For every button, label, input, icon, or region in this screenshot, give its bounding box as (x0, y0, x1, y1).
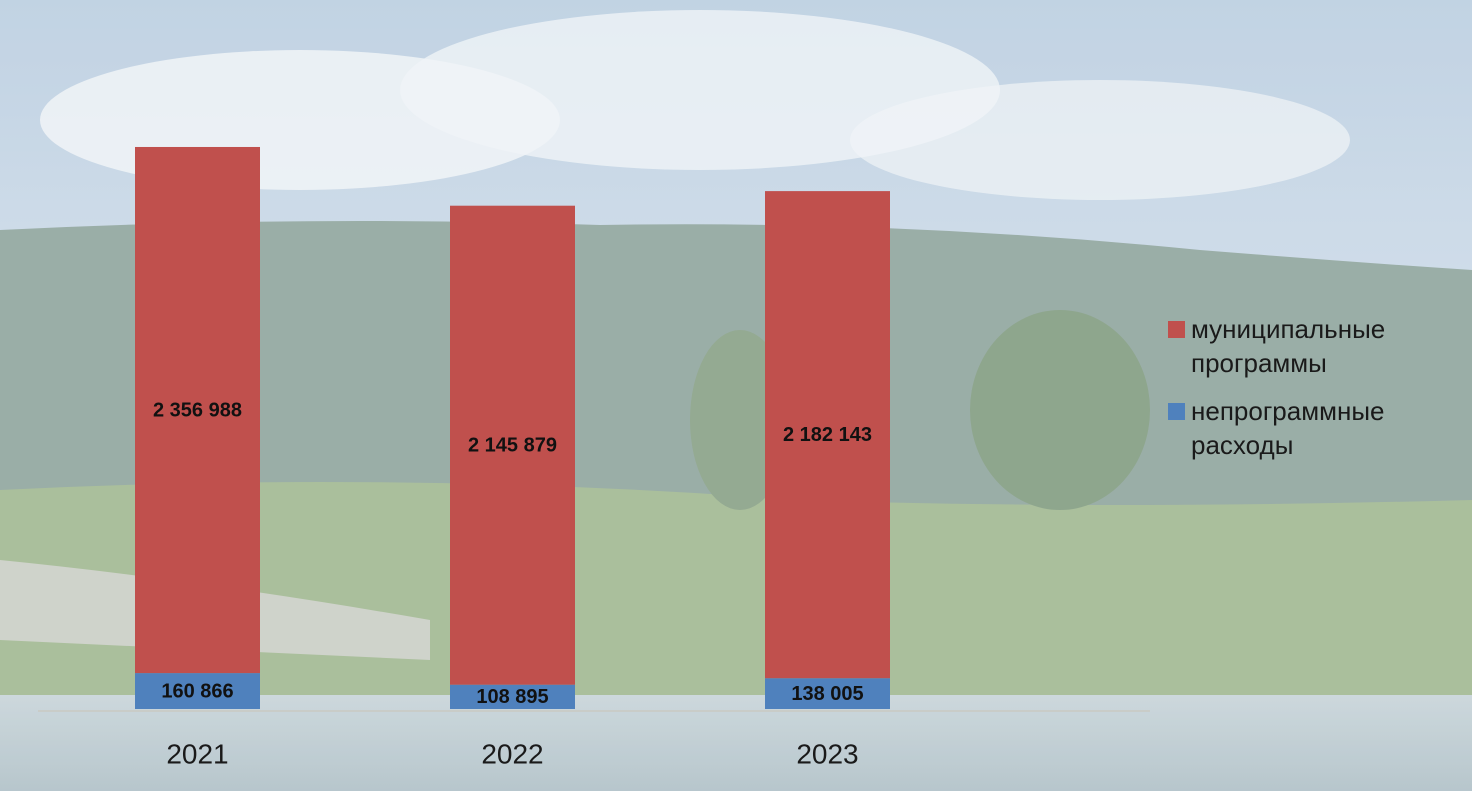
value-label: 108 895 (476, 686, 548, 708)
legend-swatch (1168, 321, 1185, 338)
bar-segment (135, 146, 260, 674)
legend-label: муниципальные программы (1191, 314, 1386, 378)
bar-segment (450, 684, 575, 709)
legend-item: непрограммные расходы (1168, 394, 1468, 462)
value-label: 2 356 988 (153, 399, 242, 421)
value-label: 138 005 (791, 683, 863, 705)
bar-segment (765, 191, 890, 679)
value-label: 2 145 879 (468, 434, 557, 456)
legend-item: муниципальные программы (1168, 312, 1468, 380)
legend: муниципальные программы непрограммные рас… (1168, 312, 1468, 476)
value-label: 2 182 143 (783, 424, 872, 446)
x-tick-label: 2021 (166, 738, 228, 769)
x-tick-label: 2023 (796, 738, 858, 769)
x-tick-label: 2022 (481, 738, 543, 769)
legend-label: непрограммные расходы (1191, 396, 1385, 460)
plot: 160 866 2 356 988 2021 108 895 2 145 879 2022… (135, 146, 890, 769)
legend-swatch (1168, 403, 1185, 420)
bar-segment (765, 678, 890, 709)
bar-segment (450, 205, 575, 685)
bar-segment (135, 673, 260, 709)
value-label: 160 866 (161, 680, 233, 702)
